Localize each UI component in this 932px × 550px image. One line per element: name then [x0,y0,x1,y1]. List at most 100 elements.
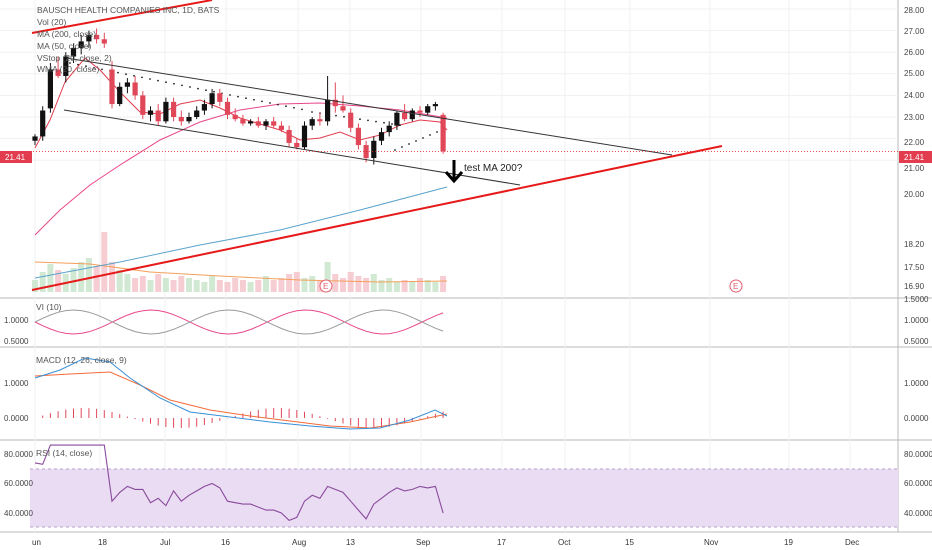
candle-body-46 [386,125,392,133]
volume-bar-23 [209,276,216,292]
macd-tick-0: 0.0000 [904,414,929,423]
price-tick-26: 26.00 [904,48,925,57]
earnings-marker-1[interactable] [319,279,333,293]
date-label-15: 15 [625,538,634,547]
macd-title: MACD (12, 26, close, 9) [36,355,127,365]
date-label-jul: Jul [160,538,170,547]
earnings-marker-2[interactable] [729,279,743,293]
candle-body-49 [409,110,415,120]
volume-bar-27 [239,280,246,292]
date-label-sep: Sep [416,538,431,547]
candle-body-12 [124,82,130,87]
date-label-13: 13 [346,538,355,547]
rsi-band [30,469,898,527]
vstop-dot-22 [245,97,247,100]
vstop-dot-18 [213,90,215,93]
candle-body-40 [340,106,346,111]
candle-body-30 [263,121,269,126]
price-tick-27: 27.00 [904,27,925,36]
price-tick-25: 25.00 [904,69,925,78]
top-trendline [31,0,213,34]
candle-body-10 [109,69,115,105]
vi-tick-0-5: 0.5000 [904,337,929,346]
candle-body-7 [86,34,92,42]
volume-bar-52 [432,282,439,292]
volume-bar-19 [178,276,185,292]
macd-tick-1: 1.0000 [904,379,929,388]
vstop-dot-17 [205,89,207,92]
volume-bar-26 [232,278,239,292]
candle-body-32 [278,125,284,130]
candle-body-51 [425,106,431,113]
volume-bar-7 [85,258,92,292]
channel-lower-line [63,109,521,186]
candle-body-36 [309,119,315,126]
last-price-tag-right-bg [899,151,932,163]
date-label-un: un [32,538,41,547]
volume-bar-12 [124,274,131,292]
vstop-dot-7 [125,73,127,76]
candle-body-15 [147,110,154,115]
candle-body-48 [402,112,408,120]
candle-body-8 [94,34,100,40]
vstop-dot-33 [335,114,337,117]
candle-body-6 [78,41,84,48]
vstop-dot-47 [429,134,431,136]
candle-body-50 [417,110,423,113]
candle-body-4 [63,56,69,76]
last-price-tag-left: 21.41 [5,153,26,162]
volume-bar-48 [401,280,408,292]
vstop-dot-1 [77,63,79,66]
vstop-dot-3 [93,66,95,69]
candle-body-18 [171,101,177,117]
legend-vstop: VStop (20, close, 2) [37,53,112,63]
vstop-dot-39 [383,121,385,124]
volume-bars [32,232,448,292]
vi-left-tick-1-0: 1.0000 [4,316,29,325]
date-label-19: 19 [784,538,793,547]
channel-upper-line [65,57,673,156]
candle-body-0 [32,136,38,141]
candle-body-2 [47,69,53,109]
legend-ma50: MA (50, close) [37,41,91,51]
vstop-dot-14 [181,84,183,87]
volume-bar-39 [332,274,339,292]
price-tick-28: 28.00 [904,6,925,15]
volume-bar-0 [32,280,38,292]
candle-body-52 [432,104,438,107]
candle-body-29 [255,121,261,126]
volume-bar-20 [186,278,192,292]
volume-bar-32 [278,278,285,292]
vstop-dot-45 [415,140,417,142]
date-label-aug: Aug [292,538,306,547]
vstop-dot-36 [359,118,361,121]
vstop-dot-9 [141,76,143,79]
volume-bar-2 [47,264,54,292]
vi-title: VI (10) [36,302,62,312]
candle-body-34 [294,142,300,148]
vstop-dot-40 [391,123,393,125]
volume-bar-17 [162,278,169,292]
candle-body-14 [140,95,146,115]
drawings [0,0,898,291]
volume-bar-43 [363,278,370,292]
vi-tick-1-0: 1.0000 [904,316,929,325]
macd-left-tick-0: 0.0000 [4,414,29,423]
volume-bar-33 [286,274,293,292]
legend-ma200: MA (200, close) [37,29,96,39]
volume-bar-10 [109,262,115,292]
candle-body-5 [70,47,77,57]
price-tick-24: 24.00 [904,91,925,100]
volume-bar-29 [255,280,262,292]
chart-title: BAUSCH HEALTH COMPANIES INC, 1D, BATS [37,5,220,15]
candle-body-47 [394,112,400,126]
volume-bar-38 [324,262,331,292]
price-tick-16-90: 16.90 [904,282,925,291]
volume-bar-22 [201,282,208,292]
vstop-dot-2 [85,65,87,68]
date-label-nov: Nov [704,538,718,547]
volume-bar-18 [170,280,177,292]
candle-body-38 [325,99,331,122]
